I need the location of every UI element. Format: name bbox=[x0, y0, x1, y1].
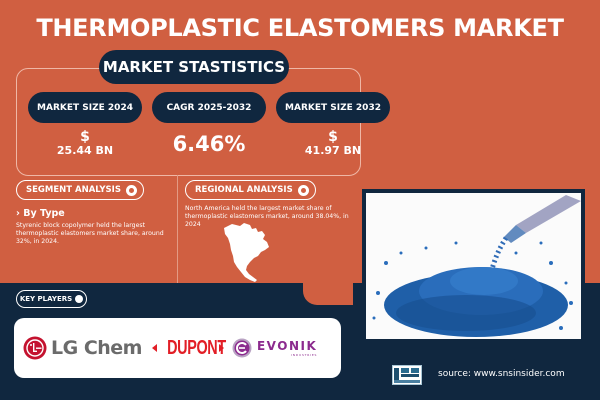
section-divider bbox=[177, 175, 178, 285]
key-players-label: KEY PLAYERS bbox=[19, 295, 73, 303]
page-title: THERMOPLASTIC ELASTOMERS MARKET bbox=[36, 14, 564, 42]
kpi-value-cagr: 6.46% bbox=[172, 132, 246, 156]
kpi-number: 25.44 BN bbox=[56, 144, 114, 157]
kpi-value-market-size-2032: $ 41.97 BN bbox=[276, 130, 390, 156]
kpi-label-cagr: CAGR 2025-2032 bbox=[152, 92, 266, 123]
source-citation[interactable]: source: www.snsinsider.com bbox=[438, 369, 565, 379]
sns-insider-logo bbox=[392, 365, 422, 385]
evonik-mark-icon bbox=[232, 338, 252, 358]
key-players-logos: LG Chem DUPONT EVONIK INDUSTRIES bbox=[14, 318, 341, 378]
decorative-tab bbox=[303, 283, 353, 305]
evonik-wordmark: EVONIK INDUSTRIES bbox=[257, 340, 317, 357]
dupont-left-arrow-icon bbox=[151, 344, 157, 352]
kpi-number: 41.97 BN bbox=[304, 144, 362, 157]
segment-analysis-heading: SEGMENT ANALYSIS bbox=[16, 180, 144, 200]
kpi-label-market-size-2032: MARKET SIZE 2032 bbox=[276, 92, 390, 123]
kpi-label-market-size-2024: MARKET SIZE 2024 bbox=[28, 92, 142, 123]
dupont-right-arrow-icon bbox=[218, 344, 224, 352]
currency-symbol: $ bbox=[80, 129, 90, 145]
currency-symbol: $ bbox=[328, 129, 338, 145]
dupont-logo: DUPONT bbox=[151, 336, 226, 360]
kpi-value-market-size-2024: $ 25.44 BN bbox=[28, 130, 142, 156]
pie-chart-icon bbox=[125, 184, 137, 196]
evonik-name: EVONIK bbox=[256, 338, 318, 353]
segment-analysis-label: SEGMENT ANALYSIS bbox=[26, 185, 121, 195]
north-america-map-icon bbox=[224, 223, 269, 282]
lg-chem-logo: LG Chem bbox=[23, 336, 142, 360]
dupont-wordmark: DUPONT bbox=[167, 336, 226, 359]
key-players-heading: KEY PLAYERS bbox=[16, 290, 87, 308]
pellets-photo bbox=[366, 193, 581, 339]
globe-pin-icon bbox=[297, 184, 309, 196]
evonik-logo: EVONIK INDUSTRIES bbox=[232, 338, 317, 358]
segment-description: Styrenic block copolymer held the larges… bbox=[16, 222, 164, 245]
regional-analysis-label: REGIONAL ANALYSIS bbox=[195, 185, 293, 195]
regional-description: North America held the largest market sh… bbox=[185, 205, 349, 228]
pellets-image bbox=[366, 193, 581, 339]
segment-subheading: › By Type bbox=[16, 208, 65, 219]
market-statistics-heading: MARKET STASTISTICS bbox=[99, 50, 289, 84]
info-icon bbox=[75, 295, 84, 303]
regional-analysis-heading: REGIONAL ANALYSIS bbox=[185, 180, 316, 200]
sns-insider-logo-icon bbox=[394, 368, 420, 383]
lg-chem-wordmark: LG Chem bbox=[51, 337, 142, 359]
lg-face-icon bbox=[23, 336, 47, 360]
evonik-subtitle: INDUSTRIES bbox=[291, 352, 318, 357]
